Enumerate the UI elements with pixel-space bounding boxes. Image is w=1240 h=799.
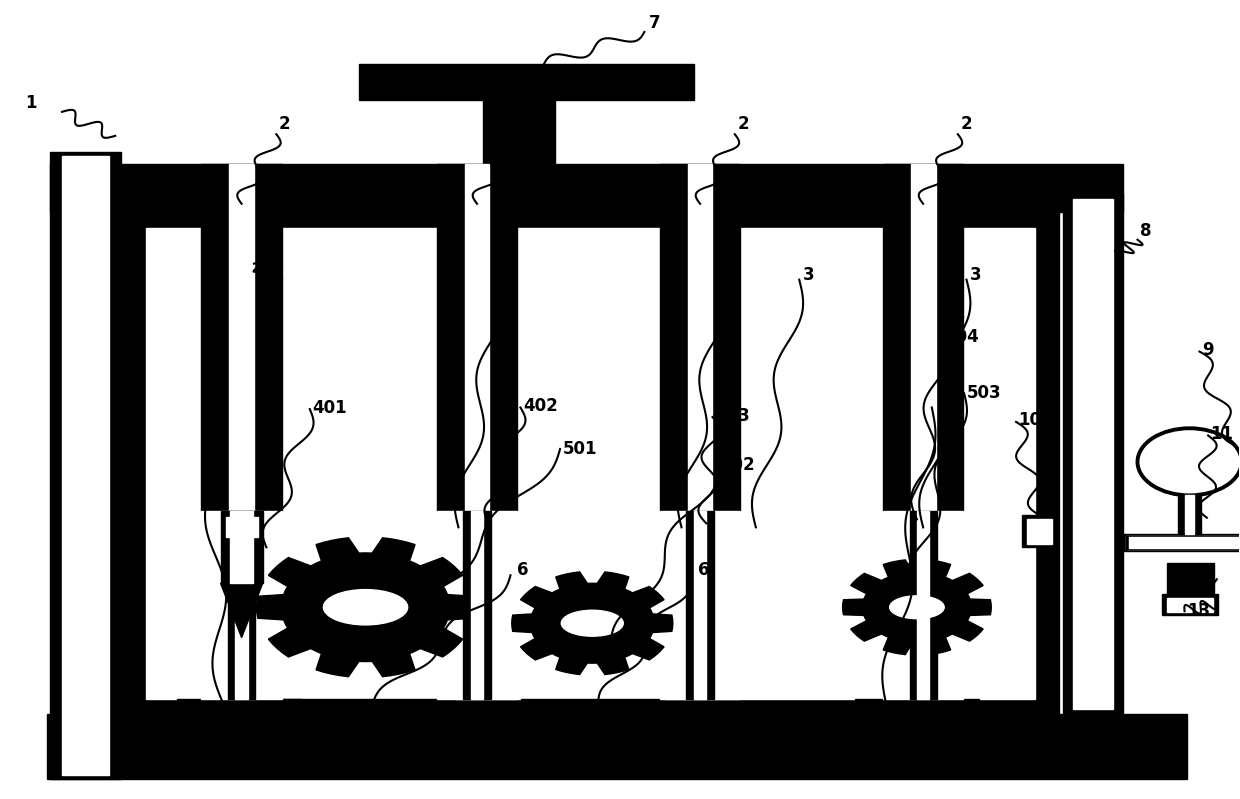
Text: 6: 6: [215, 395, 226, 413]
Ellipse shape: [889, 596, 944, 618]
Text: 11: 11: [1210, 425, 1234, 443]
Text: 502: 502: [722, 455, 756, 474]
Polygon shape: [257, 538, 475, 677]
Bar: [221, 511, 263, 583]
Text: 12: 12: [1182, 567, 1205, 586]
Bar: [521, 699, 663, 719]
Bar: [62, 156, 109, 775]
Text: 403: 403: [715, 407, 750, 425]
Bar: [856, 699, 978, 719]
Bar: [216, 719, 263, 735]
Bar: [236, 511, 248, 699]
Text: 2: 2: [738, 115, 749, 133]
Bar: [201, 511, 281, 699]
Text: 10: 10: [1018, 411, 1042, 429]
Text: 3: 3: [970, 265, 982, 284]
Text: 6: 6: [517, 561, 528, 579]
Bar: [527, 737, 657, 751]
Bar: [471, 511, 484, 699]
Bar: [275, 699, 455, 721]
Bar: [892, 719, 941, 735]
Bar: [1073, 199, 1112, 709]
Bar: [694, 511, 707, 699]
Text: 2: 2: [279, 115, 290, 133]
Bar: [1178, 495, 1200, 534]
Text: 9: 9: [1202, 340, 1214, 359]
Bar: [360, 64, 694, 100]
Bar: [464, 511, 491, 699]
Bar: [883, 164, 963, 511]
Bar: [122, 212, 1059, 715]
Text: 1: 1: [25, 93, 37, 112]
Text: 501: 501: [563, 439, 596, 458]
Bar: [660, 164, 740, 511]
Bar: [883, 511, 963, 699]
Bar: [229, 164, 254, 511]
Bar: [1027, 519, 1052, 544]
Bar: [910, 164, 935, 511]
Bar: [660, 511, 740, 699]
Bar: [1184, 495, 1194, 534]
Bar: [564, 719, 620, 737]
Ellipse shape: [562, 610, 624, 636]
Bar: [436, 164, 517, 511]
Text: 3: 3: [804, 265, 815, 284]
Bar: [1162, 594, 1218, 615]
Bar: [201, 164, 281, 511]
Bar: [50, 152, 122, 779]
Bar: [1126, 536, 1240, 549]
Bar: [436, 511, 517, 699]
Bar: [226, 517, 258, 537]
Bar: [465, 164, 490, 511]
Bar: [177, 699, 301, 719]
Bar: [861, 735, 972, 749]
Text: 2: 2: [960, 115, 972, 133]
Bar: [916, 511, 929, 699]
Polygon shape: [512, 572, 673, 674]
Bar: [281, 741, 449, 757]
Text: 13: 13: [1187, 602, 1210, 620]
Bar: [146, 228, 1034, 699]
Text: 3: 3: [506, 265, 517, 284]
Text: 6: 6: [937, 393, 950, 411]
Bar: [1022, 515, 1056, 547]
Bar: [484, 72, 556, 164]
Bar: [231, 511, 253, 583]
Bar: [1167, 563, 1214, 595]
Text: 401: 401: [312, 399, 347, 417]
Bar: [909, 511, 936, 699]
Bar: [184, 735, 295, 749]
Text: 404: 404: [944, 328, 978, 346]
Bar: [228, 511, 255, 699]
Text: 7: 7: [649, 14, 660, 32]
Text: 2: 2: [273, 265, 284, 284]
Bar: [687, 511, 714, 699]
Bar: [688, 164, 713, 511]
Polygon shape: [221, 583, 263, 638]
Text: 6: 6: [698, 561, 709, 579]
Bar: [1128, 537, 1240, 548]
Bar: [331, 721, 399, 741]
Bar: [1126, 536, 1240, 549]
Text: 2: 2: [515, 115, 526, 133]
Bar: [1063, 194, 1122, 714]
Bar: [1122, 534, 1240, 551]
Text: 402: 402: [523, 397, 558, 415]
Text: 3: 3: [729, 265, 740, 284]
Polygon shape: [843, 560, 991, 654]
Ellipse shape: [324, 590, 408, 625]
Bar: [50, 164, 1122, 212]
Text: 503: 503: [966, 384, 1001, 402]
Bar: [47, 714, 1187, 779]
Bar: [1167, 598, 1213, 612]
Text: 8: 8: [1140, 221, 1152, 240]
